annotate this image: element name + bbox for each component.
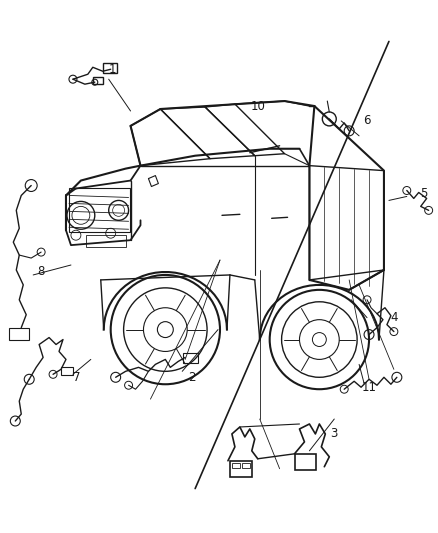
Text: 1: 1: [109, 63, 117, 76]
Text: 10: 10: [250, 100, 265, 112]
Text: 3: 3: [331, 427, 338, 440]
Text: 4: 4: [390, 311, 398, 324]
Text: 5: 5: [420, 187, 427, 200]
Bar: [86, 235, 126, 247]
Text: 2: 2: [188, 371, 196, 384]
Bar: [183, 353, 198, 364]
Bar: [230, 461, 252, 477]
Text: 6: 6: [363, 115, 371, 127]
Bar: [9, 328, 29, 340]
Bar: [294, 454, 316, 470]
Bar: [61, 367, 73, 375]
Text: 7: 7: [73, 371, 81, 384]
Text: 11: 11: [361, 381, 377, 394]
Bar: [103, 63, 117, 73]
Bar: [242, 463, 250, 468]
Bar: [69, 189, 130, 232]
Bar: [232, 463, 240, 468]
Bar: [93, 77, 103, 84]
Text: 8: 8: [37, 265, 45, 278]
